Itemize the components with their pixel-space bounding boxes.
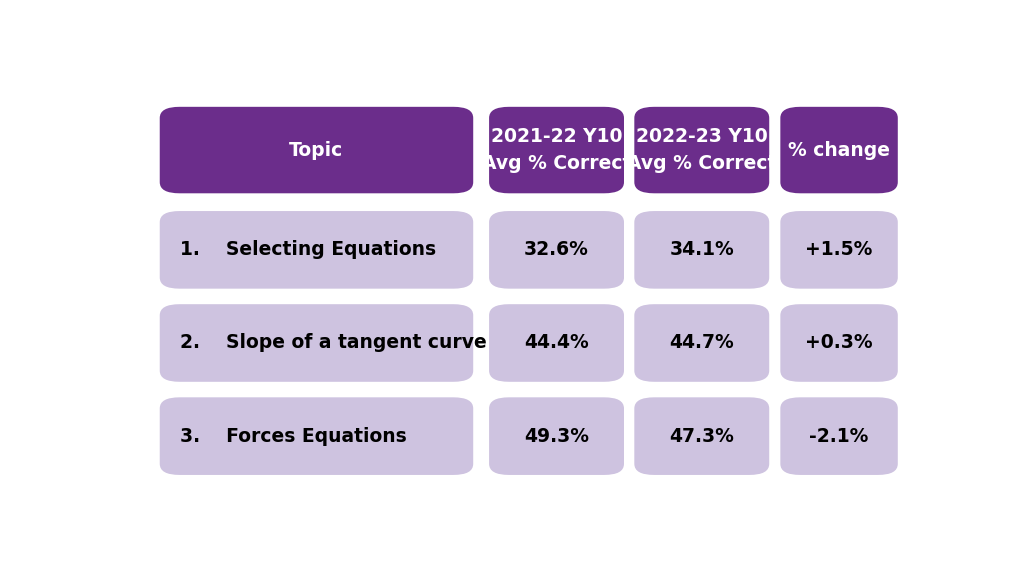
FancyBboxPatch shape	[160, 211, 473, 289]
FancyBboxPatch shape	[634, 211, 769, 289]
Text: % change: % change	[788, 141, 890, 160]
FancyBboxPatch shape	[634, 304, 769, 382]
FancyBboxPatch shape	[160, 107, 473, 194]
FancyBboxPatch shape	[489, 304, 624, 382]
Text: +0.3%: +0.3%	[805, 334, 872, 353]
Text: 47.3%: 47.3%	[670, 427, 734, 446]
FancyBboxPatch shape	[160, 304, 473, 382]
Text: Topic: Topic	[290, 141, 344, 160]
Text: 44.7%: 44.7%	[670, 334, 734, 353]
FancyBboxPatch shape	[489, 211, 624, 289]
Text: 49.3%: 49.3%	[524, 427, 589, 446]
Text: 44.4%: 44.4%	[524, 334, 589, 353]
FancyBboxPatch shape	[489, 107, 624, 194]
Text: -2.1%: -2.1%	[809, 427, 868, 446]
FancyBboxPatch shape	[634, 397, 769, 475]
Text: 2.    Slope of a tangent curve: 2. Slope of a tangent curve	[179, 334, 486, 353]
FancyBboxPatch shape	[780, 397, 898, 475]
FancyBboxPatch shape	[780, 107, 898, 194]
Text: 2021-22 Y10
Avg % Correct: 2021-22 Y10 Avg % Correct	[482, 127, 631, 173]
Text: 2022-23 Y10
Avg % Correct: 2022-23 Y10 Avg % Correct	[627, 127, 776, 173]
FancyBboxPatch shape	[780, 304, 898, 382]
FancyBboxPatch shape	[780, 211, 898, 289]
Text: 3.    Forces Equations: 3. Forces Equations	[179, 427, 407, 446]
Text: 1.    Selecting Equations: 1. Selecting Equations	[179, 240, 435, 259]
Text: 32.6%: 32.6%	[524, 240, 589, 259]
FancyBboxPatch shape	[634, 107, 769, 194]
Text: +1.5%: +1.5%	[806, 240, 872, 259]
Text: 34.1%: 34.1%	[670, 240, 734, 259]
FancyBboxPatch shape	[160, 397, 473, 475]
FancyBboxPatch shape	[489, 397, 624, 475]
